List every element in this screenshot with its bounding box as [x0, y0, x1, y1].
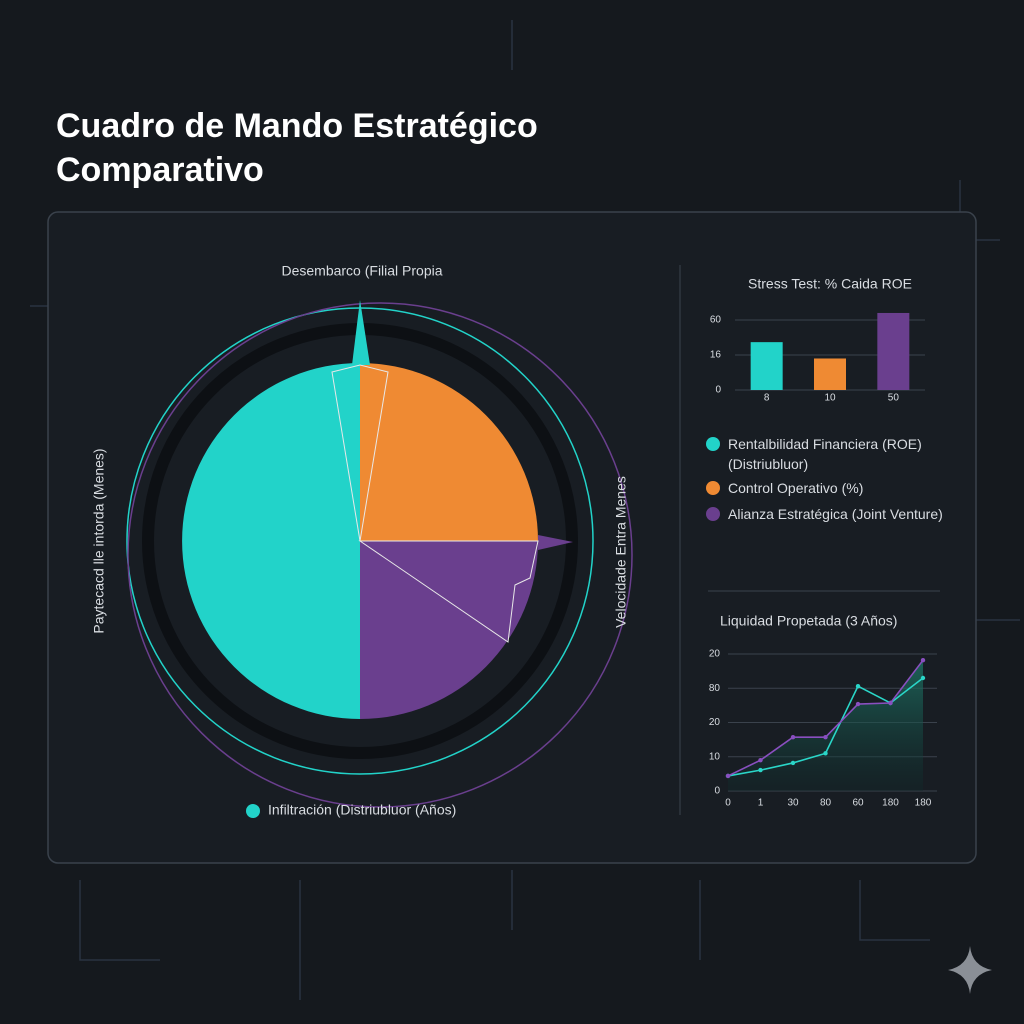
legend-swatch [706, 481, 720, 495]
y-tick-label: 80 [709, 683, 721, 694]
axis-label: Velocidade Entra Menes [613, 476, 629, 628]
y-tick-label: 0 [714, 786, 720, 797]
point [855, 701, 861, 707]
radar-outline [331, 300, 573, 643]
legend-label: Infiltración (Distriubluor (Años) [268, 802, 456, 818]
axis-label: Paytecacd lle intorda (Menes) [91, 448, 107, 633]
point [725, 773, 731, 779]
y-tick-label: 60 [710, 315, 722, 326]
axis-label: Desembarco (Filial Propia [281, 263, 442, 279]
pie [182, 363, 538, 719]
x-tick-label: 30 [787, 798, 799, 809]
x-tick-label: 1 [758, 798, 764, 809]
legend-label: Control Operativo (%) [728, 480, 864, 496]
point [920, 657, 926, 663]
x-tick-label: 10 [824, 393, 836, 404]
legend-label: Rentalbilidad Financiera (ROE) (Distriub… [728, 436, 922, 472]
point [758, 757, 763, 763]
logo [948, 946, 992, 994]
y-tick-label: 16 [710, 350, 722, 361]
x-tick-label: 8 [764, 393, 770, 404]
x-tick-label: 180 [882, 798, 899, 809]
point [855, 684, 861, 689]
chart-title: Liquidad Propetada (3 Años) [720, 613, 897, 629]
point [823, 735, 828, 740]
point [758, 767, 763, 773]
page-title: Cuadro de Mando Estratégico Comparativo [56, 107, 538, 189]
y-tick-label: 0 [715, 385, 721, 396]
area [728, 660, 923, 791]
point [823, 751, 828, 756]
y-tick-label: 20 [709, 649, 721, 660]
bar [750, 342, 783, 390]
x-tick-label: 50 [888, 393, 900, 404]
point [888, 700, 893, 706]
legend-swatch [246, 804, 260, 818]
bar [814, 358, 846, 390]
y-tick-label: 20 [709, 717, 721, 728]
legend-swatch [706, 507, 720, 521]
ring [127, 302, 633, 808]
bar [877, 312, 910, 390]
legend-swatch [706, 437, 720, 451]
y-tick-label: 10 [709, 751, 721, 762]
point [790, 760, 796, 766]
pie-slice [360, 541, 538, 719]
x-tick-label: 180 [915, 798, 932, 809]
x-tick-label: 0 [725, 798, 731, 809]
legend-label: Alianza Estratégica (Joint Venture) [728, 506, 943, 522]
chart-title: Stress Test: % Caida ROE [748, 276, 912, 292]
point [920, 675, 926, 681]
pie-slice [182, 363, 360, 719]
pie-slice [360, 363, 538, 541]
x-tick-label: 60 [852, 798, 864, 809]
point [790, 735, 796, 740]
x-tick-label: 80 [820, 798, 832, 809]
